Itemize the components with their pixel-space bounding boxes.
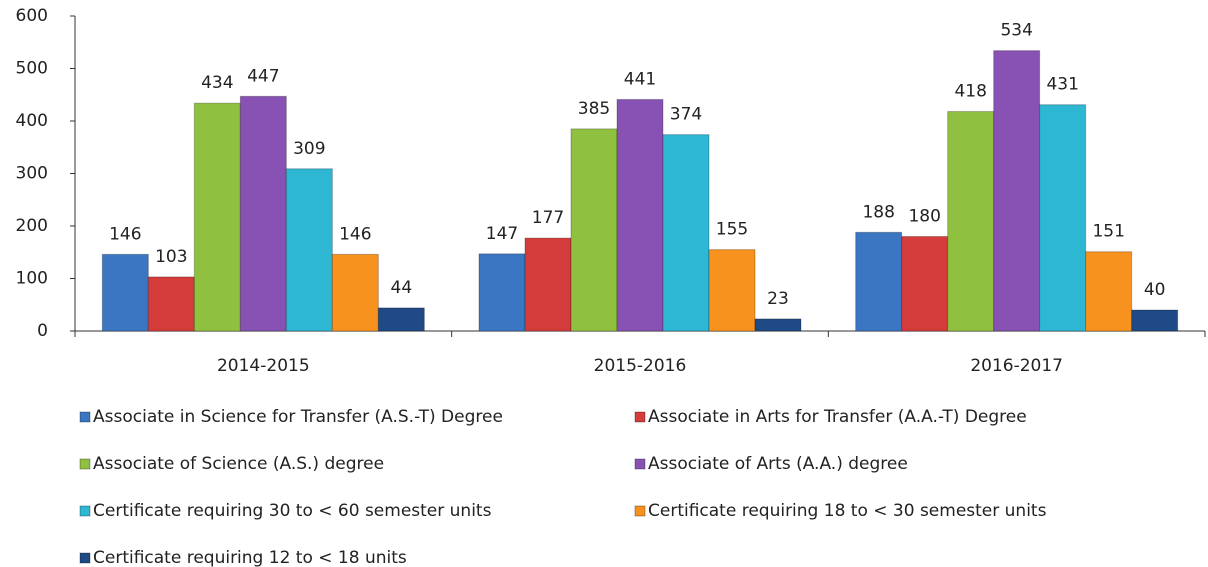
legend-swatch <box>79 458 91 470</box>
x-tick-label: 2016-2017 <box>970 356 1063 376</box>
bar <box>377 307 425 332</box>
bar <box>331 253 379 332</box>
legend-swatch <box>79 411 91 423</box>
value-label: 23 <box>767 289 789 309</box>
bar <box>285 168 333 332</box>
y-tick-label: 500 <box>16 59 48 79</box>
value-label: 418 <box>954 82 986 102</box>
value-label: 447 <box>247 66 279 86</box>
bar <box>901 236 949 332</box>
bar <box>147 276 195 332</box>
y-tick-label: 200 <box>16 216 48 236</box>
value-label: 309 <box>293 139 325 159</box>
value-label: 155 <box>716 220 748 240</box>
legend-label: Associate in Arts for Transfer (A.A.-T) … <box>648 407 1027 427</box>
value-label: 180 <box>908 207 940 227</box>
value-label: 40 <box>1144 280 1166 300</box>
bar <box>1039 104 1087 332</box>
bar <box>616 98 664 332</box>
legend-label: Certificate requiring 30 to < 60 semeste… <box>93 501 492 521</box>
legend-swatch <box>634 458 646 470</box>
value-label: 147 <box>486 224 518 244</box>
value-label: 146 <box>339 224 371 244</box>
bar <box>239 95 287 332</box>
legend-swatch <box>79 505 91 517</box>
legend-label: Associate in Science for Transfer (A.S.-… <box>93 407 503 427</box>
value-label: 177 <box>532 208 564 228</box>
bar <box>478 253 526 332</box>
bar <box>662 134 710 332</box>
bar <box>524 237 572 332</box>
bar <box>947 111 995 332</box>
legend-swatch <box>79 552 91 564</box>
legend-swatch <box>634 505 646 517</box>
bar <box>193 102 241 332</box>
value-label: 146 <box>109 224 141 244</box>
bar <box>101 253 149 332</box>
bar <box>754 318 802 332</box>
value-label: 188 <box>862 202 894 222</box>
bar <box>855 231 903 332</box>
bar <box>993 50 1041 332</box>
value-label: 534 <box>1000 21 1032 41</box>
legend-swatch <box>634 411 646 423</box>
legend-label: Associate of Science (A.S.) degree <box>93 454 384 474</box>
y-tick-label: 300 <box>16 164 48 184</box>
value-label: 385 <box>578 99 610 119</box>
value-label: 374 <box>670 105 702 125</box>
x-tick-label: 2014-2015 <box>217 356 310 376</box>
value-label: 441 <box>624 69 656 89</box>
y-tick-label: 100 <box>16 269 48 289</box>
value-label: 431 <box>1046 75 1078 95</box>
y-tick-label: 400 <box>16 111 48 131</box>
y-tick-label: 600 <box>16 6 48 26</box>
bar <box>1131 309 1179 332</box>
legend-label: Certificate requiring 12 to < 18 units <box>93 548 407 567</box>
value-label: 151 <box>1092 222 1124 242</box>
x-tick-label: 2015-2016 <box>594 356 687 376</box>
bar <box>1085 251 1133 332</box>
legend-label: Certificate requiring 18 to < 30 semeste… <box>648 501 1047 521</box>
bar <box>570 128 618 332</box>
value-label: 44 <box>391 278 413 298</box>
legend-label: Associate of Arts (A.A.) degree <box>648 454 908 474</box>
value-label: 103 <box>155 247 187 267</box>
bar <box>708 249 756 332</box>
value-label: 434 <box>201 73 233 93</box>
y-tick-label: 0 <box>37 321 48 341</box>
